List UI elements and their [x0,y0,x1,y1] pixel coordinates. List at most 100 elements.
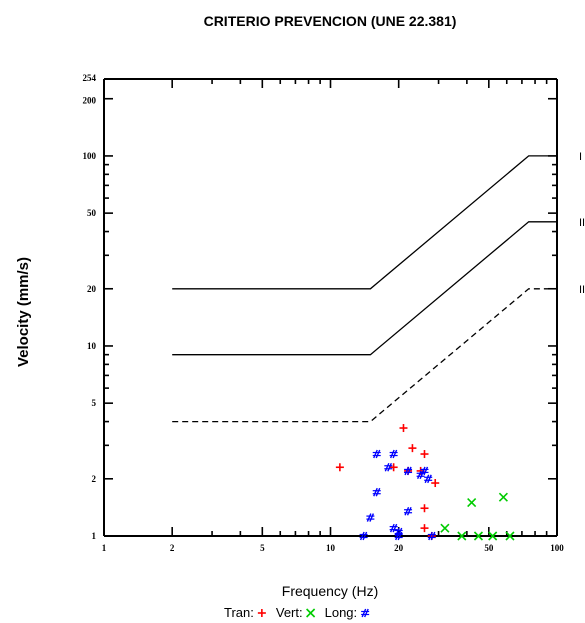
marker-stroke [375,449,381,459]
data-point-vert [505,531,515,541]
data-point-vert [498,492,508,502]
data-point-tran [420,504,429,513]
legend-label-0: Tran: [224,605,254,620]
marker-stroke [404,466,410,476]
marker-stroke [488,531,498,541]
data-point-long [372,487,381,497]
x-tick-label: 5 [260,543,265,553]
y-tick-label: 1 [92,531,97,541]
x-tick-label: 2 [170,543,175,553]
level-label-ii: II [579,217,585,229]
marker-stroke [364,608,369,618]
marker-stroke [498,492,508,502]
y-axis-label: Velocity (mm/s) [15,257,32,367]
limit-line-ii [172,221,557,356]
data-point-long [404,466,413,476]
x-tick-label: 10 [326,543,336,553]
marker-stroke [404,506,410,516]
legend-marker-2 [361,608,370,618]
data-point-vert [488,531,498,541]
marker-stroke [384,462,390,472]
data-point-vert [457,531,467,541]
level-labels: IIIIII [579,151,585,296]
marker-stroke [366,513,372,522]
x-tick-label: 100 [550,543,564,553]
data-point-long [384,462,393,472]
y-tick-label: 5 [92,398,97,408]
legend-marker-1 [306,608,316,618]
level-label-iii: III [579,284,585,296]
limit-line-i [172,155,557,290]
y-tick-label: 200 [83,96,97,106]
marker-stroke [424,474,430,484]
data-point-tran [408,444,417,453]
data-point-tran [420,524,429,533]
marker-stroke [427,474,432,484]
data-point-long [389,523,398,533]
legend-label-1: Vert: [276,605,303,620]
y-tick-label: 2 [92,474,97,484]
marker-stroke [389,523,395,533]
marker-stroke [467,497,477,508]
limit-line-iii [172,288,557,423]
data-point-long [359,531,368,541]
data-point-vert [467,497,477,508]
data-point-tran [431,479,440,488]
marker-stroke [373,487,378,497]
marker-stroke [406,466,412,476]
marker-stroke [423,466,429,476]
marker-stroke [389,449,395,459]
marker-stroke [397,527,403,537]
marker-stroke [457,531,467,541]
x-tick-label: 1 [102,543,107,553]
y-tick-label: 254 [83,73,97,83]
data-point-long [424,474,433,484]
data-point-tran [399,424,408,433]
marker-stroke [430,531,436,541]
tick-labels: 1 2 5 10 20 50 100 254 200 100 50 20 10 5 2 1 [83,73,565,553]
level-label-i: I [579,151,582,163]
marker-stroke [369,513,375,522]
legend: Tran: Vert: Long: [224,605,370,620]
y-tick-label: 100 [83,151,97,161]
legend-marker-0 [257,609,266,617]
x-tick-label: 50 [484,543,494,553]
marker-stroke [359,531,365,541]
marker-stroke [392,449,398,459]
axis-ticks [103,79,558,537]
marker-stroke [362,531,368,541]
marker-stroke [428,531,433,541]
data-point-long [427,531,436,541]
marker-stroke [306,608,316,618]
chart-title: CRITERIO PREVENCION (UNE 22.381) [204,13,457,29]
marker-stroke [406,506,412,516]
marker-stroke [375,487,381,497]
data-point-long [404,506,413,516]
data-point-long [366,513,375,522]
data-point-long [394,527,403,537]
legend-label-2: Long: [325,605,358,620]
y-tick-label: 50 [87,208,97,218]
data-point-long [389,449,398,459]
marker-stroke [420,466,426,476]
data-markers [335,424,515,541]
data-point-long [420,466,429,476]
data-point-tran [420,450,429,459]
plot-frame [103,78,558,537]
marker-stroke [505,531,515,541]
data-point-long [372,449,381,459]
marker-stroke [392,523,398,533]
marker-stroke [395,527,400,537]
data-point-vert [440,523,450,533]
marker-stroke [373,449,378,459]
data-point-vert [473,531,484,541]
marker-stroke [440,523,450,533]
marker-stroke [387,462,392,472]
y-tick-label: 20 [87,284,97,294]
x-axis-label: Frequency (Hz) [282,583,378,599]
marker-stroke [473,531,484,541]
data-point-tran [335,463,344,472]
limit-lines [172,155,557,423]
x-tick-label: 20 [394,543,404,553]
